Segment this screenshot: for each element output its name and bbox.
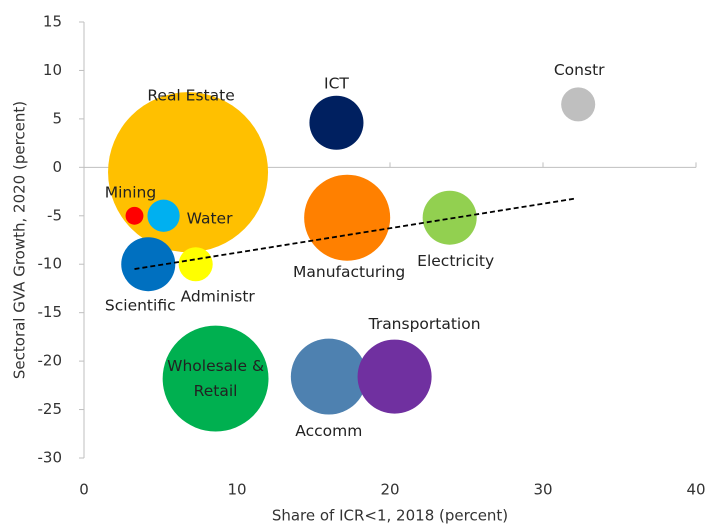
y-tick-label: -5 [47,206,62,224]
y-tick-label: 10 [43,61,62,79]
bubble-label: Scientific [105,297,176,315]
bubble-label: Accomm [295,422,362,440]
y-tick-label: -30 [38,449,63,467]
y-tick-label: -25 [38,400,63,418]
x-tick-label: 30 [533,481,552,499]
x-tick-label: 40 [686,481,705,499]
bubble [422,190,477,245]
y-tick-label: -10 [38,255,63,273]
bubble-label: Constr [554,61,605,79]
y-tick-label: 15 [43,13,62,31]
bubble [561,87,596,122]
bubble [309,95,364,150]
bubble-label: Water [187,209,233,227]
x-axis-title: Share of ICR<1, 2018 (percent) [272,507,508,525]
y-axis-title: Sectoral GVA Growth, 2020 (percent) [11,101,29,379]
bubble-label: Administr [181,288,256,306]
bubble [357,339,432,414]
bubble-label: Mining [105,183,156,201]
bubble [304,174,391,261]
bubble-label: Wholesale & Retail [167,356,265,400]
y-tick-label: 0 [52,158,62,176]
bubble [108,92,269,253]
bubble [290,338,367,415]
y-tick-label: -20 [38,352,63,370]
bubble [121,237,176,292]
bubble [147,199,180,232]
trendline [134,197,577,270]
x-tick-label: 0 [79,481,89,499]
bubble-label: Transportation [368,315,481,333]
y-tick-label: 5 [52,109,62,127]
bubble [125,206,144,225]
y-tick-label: -15 [38,303,63,321]
bubble-label: ICT [324,74,349,92]
bubble-label: Electricity [417,252,494,270]
x-tick-label: 10 [227,481,246,499]
x-tick-label: 20 [380,481,399,499]
bubble [178,247,213,282]
bubble-label-box: Wholesale & Retail [167,356,265,400]
bubble-label: Real Estate [147,87,234,105]
bubble-label: Manufacturing [293,263,405,281]
bubble [162,325,269,432]
